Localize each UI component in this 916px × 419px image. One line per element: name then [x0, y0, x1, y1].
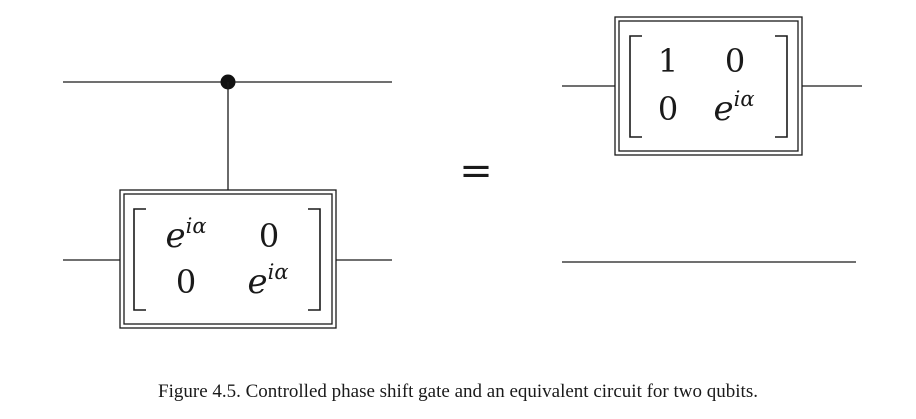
right-matrix-r2c2: eiα: [713, 87, 754, 129]
left-circuit: eiα 0 0 eiα: [63, 74, 392, 329]
right-matrix-open-bracket: [629, 35, 642, 138]
right-matrix-r2c1: 0: [658, 90, 678, 128]
left-matrix-r2c1: 0: [176, 263, 196, 301]
right-matrix-r1c2: 0: [725, 42, 745, 80]
phase-gate-box: [614, 16, 803, 156]
controlled-phase-gate-box: [119, 189, 337, 329]
left-matrix-r1c2: 0: [259, 217, 279, 255]
right-matrix-r1c1: 1: [658, 42, 678, 80]
right-circuit: 1 0 0 eiα: [562, 16, 862, 263]
left-matrix-close-bracket: [308, 208, 321, 311]
left-matrix-r2c2: eiα: [247, 260, 288, 302]
right-matrix-close-bracket: [775, 35, 788, 138]
left-matrix-open-bracket: [133, 208, 146, 311]
left-matrix-r1c1: eiα: [165, 214, 206, 256]
figure-caption: Figure 4.5. Controlled phase shift gate …: [158, 381, 758, 402]
equals-sign: =: [459, 148, 493, 194]
